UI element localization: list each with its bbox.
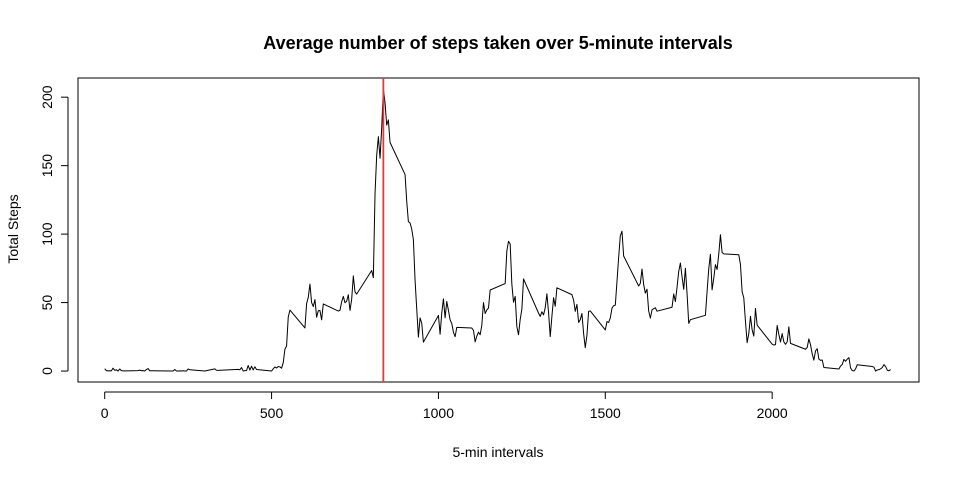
y-tick-label: 0: [39, 367, 55, 375]
x-tick-label: 2000: [757, 405, 788, 421]
x-tick-label: 1500: [590, 405, 621, 421]
series-layer: [104, 88, 891, 372]
steps-series-line: [104, 88, 891, 372]
plot-frame: [77, 77, 920, 383]
y-axis-label: Total Steps: [5, 194, 21, 263]
y-axis: 0 50 100 150 200: [39, 85, 69, 375]
y-tick-label: 100: [39, 222, 55, 246]
y-tick-label: 150: [39, 154, 55, 178]
y-tick-label: 50: [39, 295, 55, 311]
x-axis: 0 500 1000 1500 2000: [101, 391, 788, 421]
y-tick-label: 200: [39, 85, 55, 109]
x-tick-label: 0: [101, 405, 109, 421]
x-axis-label: 5-min intervals: [452, 444, 543, 460]
x-tick-label: 1000: [423, 405, 454, 421]
x-tick-label: 500: [260, 405, 284, 421]
chart-title: Average number of steps taken over 5-min…: [263, 33, 733, 53]
